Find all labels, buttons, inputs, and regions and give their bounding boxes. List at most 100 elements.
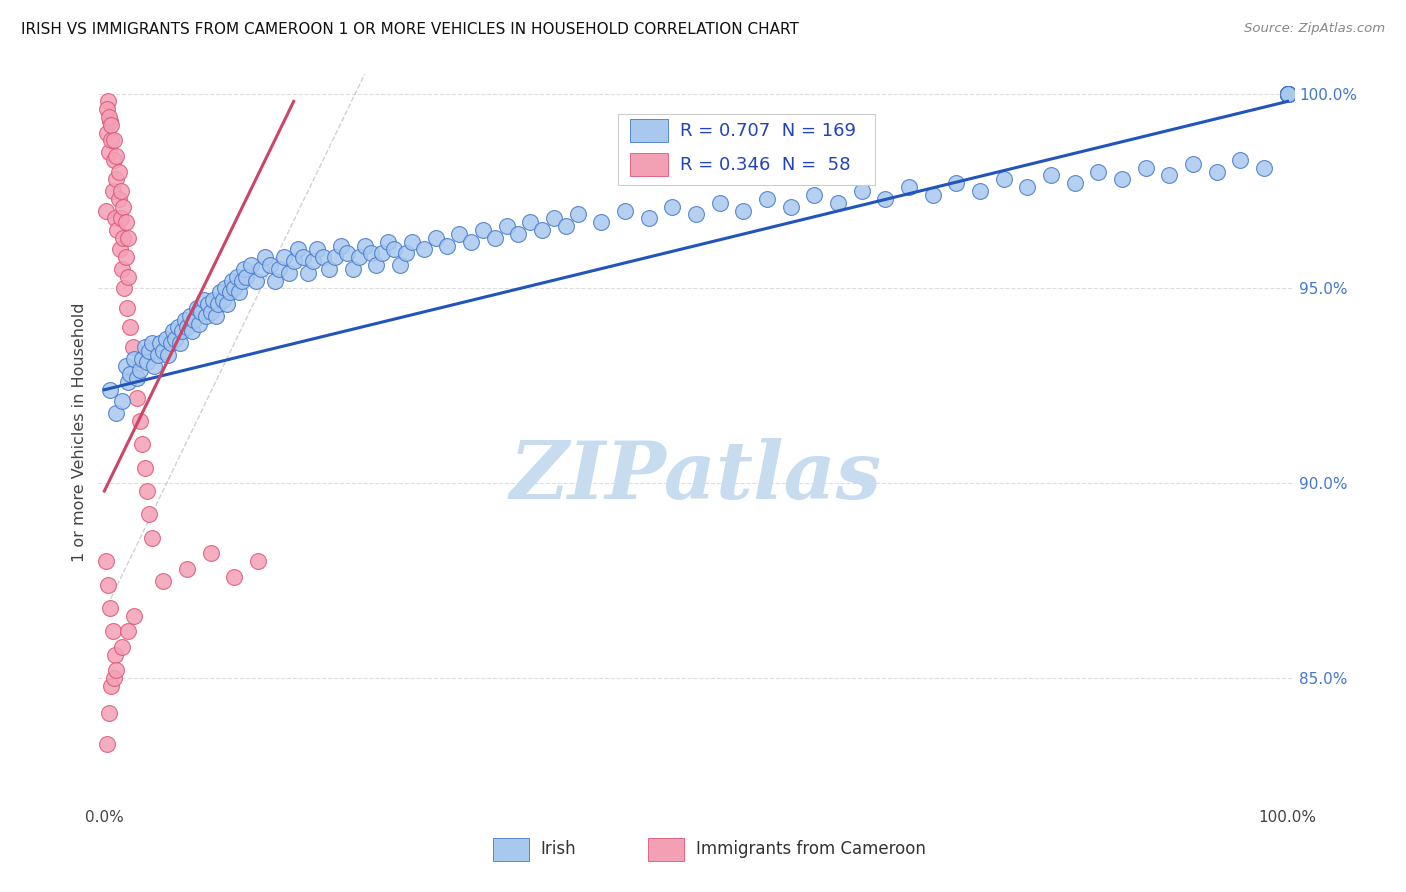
- Point: [1277, 87, 1299, 101]
- Text: Irish: Irish: [541, 840, 576, 858]
- Point: [114, 359, 136, 374]
- Point: [100, 679, 122, 693]
- Point: [1277, 87, 1299, 101]
- Point: [101, 624, 124, 639]
- Point: [1277, 87, 1299, 101]
- Point: [1277, 87, 1299, 101]
- Point: [292, 250, 315, 264]
- Point: [117, 624, 139, 639]
- Point: [1277, 87, 1299, 101]
- Point: [100, 133, 122, 147]
- Point: [141, 336, 163, 351]
- Point: [97, 95, 120, 109]
- Point: [134, 460, 156, 475]
- Point: [273, 250, 295, 264]
- Point: [98, 706, 121, 721]
- Point: [436, 238, 458, 252]
- Point: [1229, 153, 1251, 167]
- Point: [149, 336, 172, 351]
- Point: [107, 192, 129, 206]
- Point: [98, 110, 121, 124]
- Point: [152, 343, 174, 358]
- Point: [195, 309, 218, 323]
- Point: [94, 203, 117, 218]
- Text: Source: ZipAtlas.com: Source: ZipAtlas.com: [1244, 22, 1385, 36]
- Text: R = 0.346  N =  58: R = 0.346 N = 58: [681, 155, 851, 174]
- Point: [235, 269, 257, 284]
- Point: [128, 414, 150, 428]
- Point: [240, 258, 263, 272]
- Point: [389, 258, 412, 272]
- Point: [115, 301, 138, 315]
- Point: [186, 301, 208, 315]
- Point: [122, 608, 145, 623]
- Point: [1277, 87, 1299, 101]
- Point: [1277, 87, 1299, 101]
- Point: [531, 223, 554, 237]
- Point: [96, 102, 118, 116]
- Point: [204, 309, 226, 323]
- Point: [103, 671, 125, 685]
- Point: [225, 269, 247, 284]
- Point: [519, 215, 541, 229]
- Point: [110, 184, 132, 198]
- Point: [263, 274, 285, 288]
- Point: [709, 195, 731, 210]
- Point: [1277, 87, 1299, 101]
- Point: [307, 243, 329, 257]
- Point: [1017, 180, 1039, 194]
- Point: [190, 305, 212, 319]
- Point: [202, 293, 225, 307]
- Point: [287, 243, 309, 257]
- Point: [112, 200, 135, 214]
- Text: IRISH VS IMMIGRANTS FROM CAMEROON 1 OR MORE VEHICLES IN HOUSEHOLD CORRELATION CH: IRISH VS IMMIGRANTS FROM CAMEROON 1 OR M…: [21, 22, 799, 37]
- FancyBboxPatch shape: [619, 114, 876, 185]
- Point: [1277, 87, 1299, 101]
- Point: [495, 219, 517, 233]
- Point: [1277, 87, 1299, 101]
- Point: [277, 266, 299, 280]
- Point: [188, 317, 211, 331]
- Point: [259, 258, 281, 272]
- Point: [360, 246, 382, 260]
- Point: [395, 246, 418, 260]
- FancyBboxPatch shape: [494, 838, 529, 861]
- Point: [128, 363, 150, 377]
- Point: [105, 663, 128, 677]
- Point: [94, 554, 117, 568]
- Point: [1277, 87, 1299, 101]
- Point: [1087, 164, 1109, 178]
- Point: [157, 348, 180, 362]
- Point: [1277, 87, 1299, 101]
- Point: [179, 309, 201, 323]
- Point: [412, 243, 434, 257]
- Point: [214, 281, 236, 295]
- Point: [1277, 87, 1299, 101]
- Point: [921, 188, 943, 202]
- Point: [114, 215, 136, 229]
- Point: [224, 281, 246, 295]
- FancyBboxPatch shape: [630, 119, 668, 143]
- Point: [176, 562, 198, 576]
- Point: [249, 262, 271, 277]
- Point: [897, 180, 920, 194]
- Point: [183, 312, 205, 326]
- Point: [112, 231, 135, 245]
- Point: [875, 192, 897, 206]
- FancyBboxPatch shape: [648, 838, 685, 861]
- Point: [155, 332, 177, 346]
- Point: [172, 324, 194, 338]
- Point: [111, 394, 134, 409]
- Point: [1277, 87, 1299, 101]
- Point: [103, 153, 125, 167]
- Point: [120, 367, 142, 381]
- Y-axis label: 1 or more Vehicles in Household: 1 or more Vehicles in Household: [72, 303, 87, 562]
- Point: [98, 383, 121, 397]
- Point: [180, 324, 202, 338]
- Point: [114, 250, 136, 264]
- Point: [851, 184, 873, 198]
- Point: [1277, 87, 1299, 101]
- Point: [211, 293, 233, 307]
- Point: [733, 203, 755, 218]
- Point: [779, 200, 801, 214]
